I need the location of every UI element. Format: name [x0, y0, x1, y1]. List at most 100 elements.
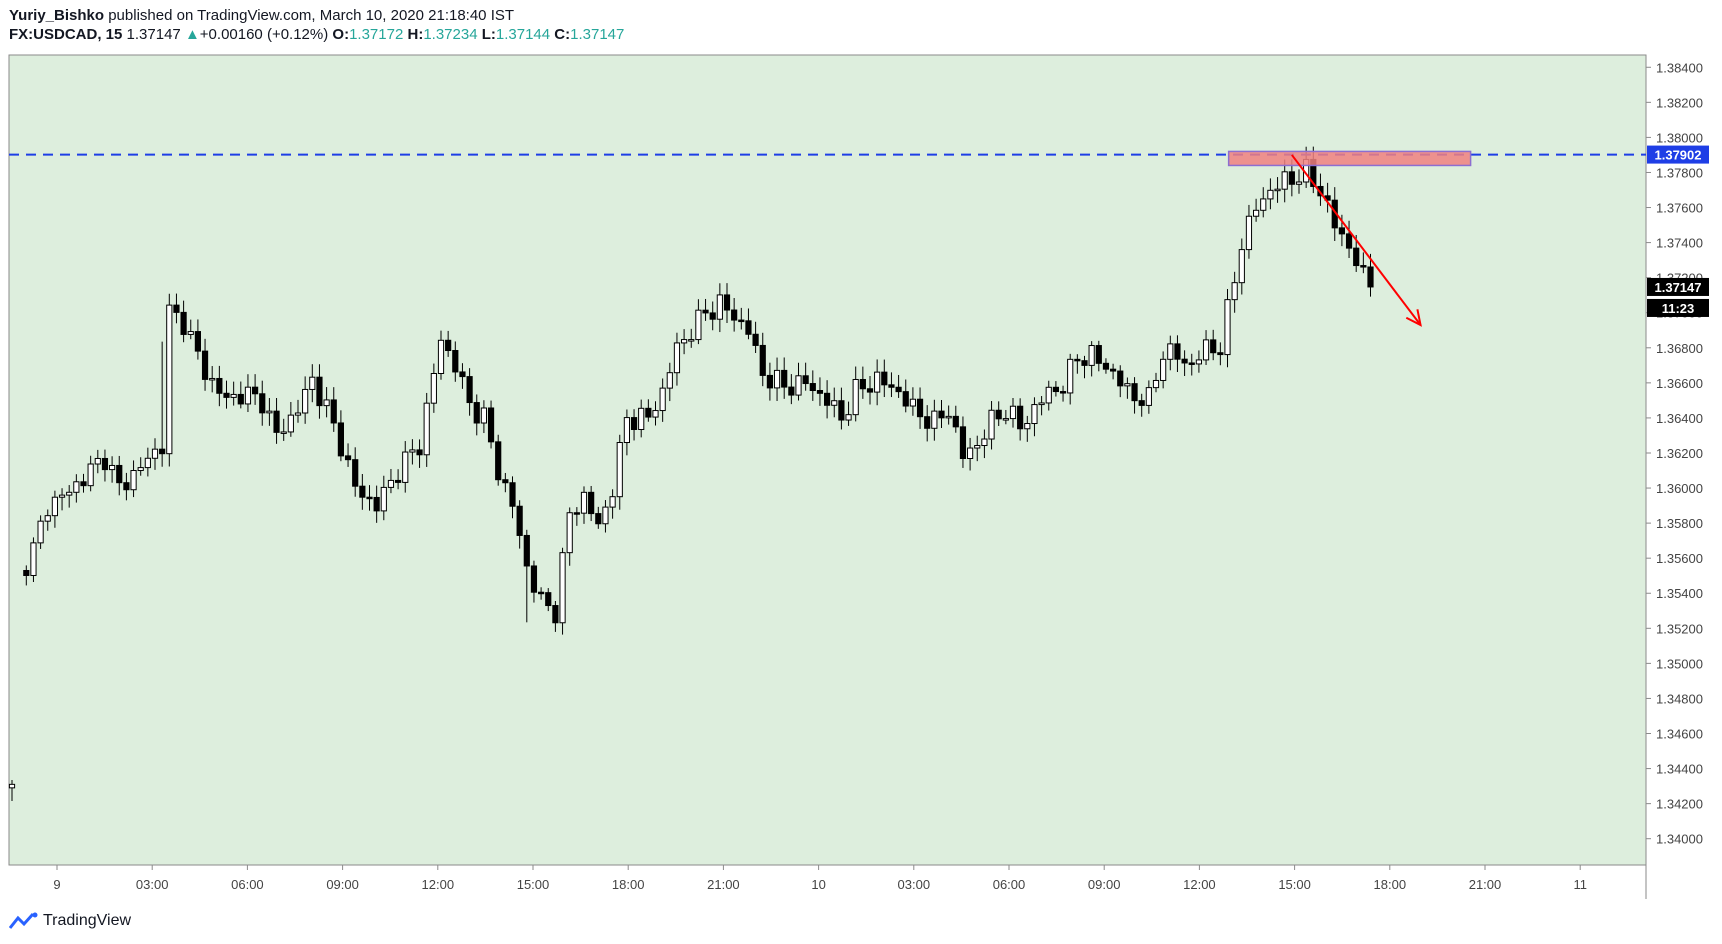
supply-zone[interactable] [1227, 150, 1472, 167]
candle-down [545, 592, 552, 607]
candle-up [480, 407, 487, 424]
candle-down [588, 491, 595, 515]
candle-down [495, 441, 502, 481]
candle-down [352, 459, 359, 487]
candle-up [402, 451, 409, 483]
candle-down [1181, 358, 1188, 364]
tradingview-logo-icon [9, 912, 38, 929]
price-tick-label: 1.35800 [1656, 516, 1703, 531]
price-tick-label: 1.38400 [1656, 60, 1703, 75]
candle-up [94, 457, 101, 465]
candle-down [530, 565, 538, 593]
resistance-price-label [1647, 145, 1709, 164]
candle-down [866, 388, 874, 393]
candle-up [795, 375, 802, 396]
candle-down [487, 407, 495, 443]
candle-up [1253, 209, 1260, 217]
current-price-label-text: 1.37147 [1655, 280, 1702, 295]
candle-down [738, 319, 745, 323]
candle-down [959, 426, 967, 460]
author-name[interactable]: Yuriy_Bishko [9, 7, 105, 24]
candle-down [1217, 352, 1224, 356]
candle-down [237, 393, 244, 405]
candle-down [1131, 383, 1138, 402]
price-tick-label: 1.38000 [1656, 130, 1703, 145]
candle-down [809, 383, 816, 392]
candle-up [409, 449, 416, 453]
candle-down [781, 369, 788, 388]
candle-up [387, 479, 395, 488]
published-text: published on TradingView.com, March 10, … [108, 7, 515, 24]
candles [8, 146, 1646, 802]
candle-up [1088, 345, 1095, 366]
candle-down [1188, 362, 1195, 365]
candle-up [1160, 358, 1167, 381]
candle-up [423, 402, 430, 456]
footer: TradingView [9, 912, 131, 930]
time-tick-label: 15:00 [517, 877, 550, 892]
time-axis[interactable]: 9 03:00 06:00 09:00 12:00 15:00 18:00 21:00 10 03… [53, 865, 1587, 892]
candle-down [1095, 345, 1102, 364]
candle-up [1152, 379, 1160, 389]
close-label: C: [554, 26, 571, 43]
candle-up [137, 467, 144, 472]
candle-up [666, 372, 673, 389]
brand-name[interactable]: TradingView [43, 912, 132, 929]
candle-up [1167, 343, 1174, 360]
candle-up [1295, 181, 1303, 185]
candle-up [109, 464, 116, 471]
candle-down [373, 496, 380, 512]
price-tick-label: 1.34800 [1656, 691, 1703, 706]
forecast-arrow-line[interactable] [1291, 154, 1422, 326]
candle-down [824, 392, 831, 406]
candle-up [602, 506, 609, 525]
candle-up [1045, 386, 1052, 404]
candle-down [445, 339, 452, 352]
candle-up [430, 373, 437, 404]
price-tick-label: 1.35600 [1656, 551, 1703, 566]
symbol-label[interactable]: FX:USDCAD, 15 [9, 26, 123, 43]
candle-down [573, 512, 580, 515]
candle-down [1174, 343, 1181, 360]
close-value: 1.37147 [570, 26, 625, 43]
candle-down [123, 482, 130, 491]
candle-up [673, 342, 681, 374]
candle-down [952, 415, 959, 428]
candle-up [1245, 215, 1253, 251]
candle-down [252, 386, 259, 395]
countdown-label-text: 11:23 [1662, 301, 1695, 316]
candle-down [502, 479, 509, 484]
candle-down [709, 312, 716, 320]
candle-down [645, 407, 652, 418]
candle-down [895, 386, 902, 393]
time-tick-label: 18:00 [1374, 877, 1407, 892]
candle-up [945, 415, 952, 419]
candle-up [30, 542, 37, 576]
candle-up [638, 407, 645, 430]
plot-area[interactable] [8, 54, 1647, 866]
ohlc-line: FX:USDCAD, 15 1.37147 ▲+0.00160 (+0.12%)… [9, 25, 624, 44]
candle-up [1238, 249, 1245, 284]
candle-up [695, 309, 702, 341]
candle-down [938, 410, 945, 419]
candle-down [745, 320, 752, 335]
candle-down [180, 311, 187, 335]
supply-zone-group [1227, 150, 1472, 167]
price-tick-label: 1.37800 [1656, 165, 1703, 180]
candle-down [173, 304, 180, 313]
candle-up [988, 409, 995, 440]
candle-up [1124, 383, 1131, 387]
price-axis[interactable]: 1.38400 1.38200 1.38000 1.37800 1.37600 1.374… [1646, 60, 1703, 847]
candle-down [1345, 233, 1353, 249]
candle-up [187, 331, 194, 335]
candle-down [752, 333, 759, 346]
candle-up [294, 412, 302, 416]
candle-up [1038, 402, 1045, 406]
time-tick-label: 06:00 [231, 877, 264, 892]
time-tick-label: 12:00 [1183, 877, 1216, 892]
candle-down [116, 464, 123, 484]
candle-up [380, 486, 387, 512]
candle-down [759, 344, 766, 376]
candle-down [1117, 370, 1124, 387]
